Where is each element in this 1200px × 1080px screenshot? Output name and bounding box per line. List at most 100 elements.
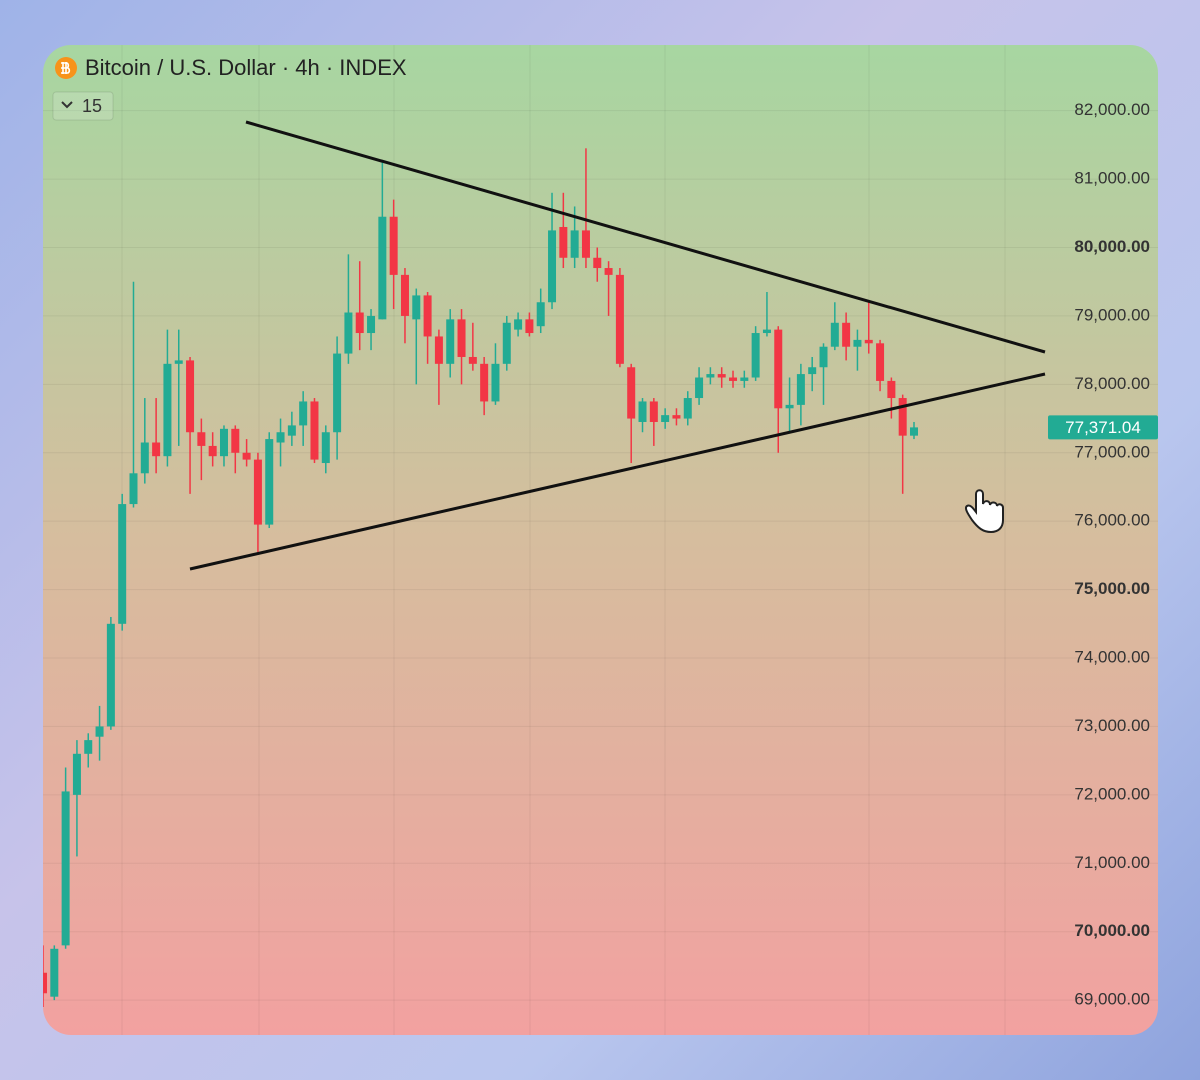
chart-title: Bitcoin / U.S. Dollar · 4h · INDEX xyxy=(85,55,407,80)
candle-body xyxy=(593,257,602,269)
upper-trendline xyxy=(245,120,1046,354)
candle-body xyxy=(446,319,455,364)
candle-body xyxy=(434,336,443,364)
indicator-count: 15 xyxy=(82,96,102,116)
candle-body xyxy=(468,356,477,364)
candle-body xyxy=(231,428,240,453)
candle-body xyxy=(287,425,296,436)
indicator-toggle[interactable] xyxy=(52,91,114,121)
candle-body xyxy=(333,353,342,433)
candle-body xyxy=(186,360,195,433)
candle-body xyxy=(152,442,161,457)
candle-body xyxy=(864,339,873,344)
y-tick-label: 70,000.00 xyxy=(1074,921,1150,940)
chevron xyxy=(61,101,73,109)
candle-body xyxy=(400,274,409,316)
candle-body xyxy=(106,623,115,727)
candle-body xyxy=(683,398,692,419)
card xyxy=(43,45,1158,1035)
candle-body xyxy=(378,216,387,320)
candle-body xyxy=(457,319,466,357)
candle-body xyxy=(751,333,760,378)
candle-body xyxy=(695,377,704,399)
candle-body xyxy=(672,415,681,419)
y-tick-label: 79,000.00 xyxy=(1074,305,1150,324)
candle-body xyxy=(242,452,251,460)
candle-body xyxy=(276,432,285,443)
candle-body xyxy=(491,363,500,402)
candle-body xyxy=(762,329,771,334)
last-price-label: 77,371.04 xyxy=(1065,418,1141,437)
candle-body xyxy=(174,360,183,364)
candle-body xyxy=(43,972,47,994)
candle-body xyxy=(310,401,319,460)
candle-body xyxy=(910,427,918,436)
y-tick-label: 72,000.00 xyxy=(1074,784,1150,803)
candle-body xyxy=(502,322,511,364)
candle-body xyxy=(367,315,376,334)
candle-body xyxy=(559,226,568,258)
y-tick-label: 78,000.00 xyxy=(1074,374,1150,393)
y-tick-label: 69,000.00 xyxy=(1074,990,1150,1009)
bitcoin-glyph xyxy=(61,62,71,74)
candle-body xyxy=(796,374,805,405)
candle-body xyxy=(853,339,862,347)
candle-body xyxy=(842,322,851,347)
candle-body xyxy=(72,753,81,795)
candle-body xyxy=(423,295,432,337)
candle-body xyxy=(706,374,715,378)
candle-body xyxy=(638,401,647,422)
candle-body xyxy=(253,459,262,525)
candle-body xyxy=(480,363,489,402)
last-price-box xyxy=(1048,415,1158,440)
candle-body xyxy=(412,295,421,320)
candle-body xyxy=(887,380,896,399)
candle-body xyxy=(774,329,783,409)
candle-body xyxy=(717,374,726,378)
y-tick-label: 75,000.00 xyxy=(1074,579,1150,598)
lower-trendline xyxy=(189,372,1046,571)
candle-body xyxy=(219,428,228,457)
y-tick-label: 80,000.00 xyxy=(1074,237,1150,256)
candle-body xyxy=(819,346,828,368)
candle-body xyxy=(321,432,330,464)
y-tick-label: 71,000.00 xyxy=(1074,853,1150,872)
candle-body xyxy=(50,948,59,997)
candle-body xyxy=(876,343,885,381)
candle-body xyxy=(604,268,613,275)
hand-cursor xyxy=(964,489,1004,534)
candle-body xyxy=(514,319,523,330)
candle-body xyxy=(627,367,636,419)
candle-body xyxy=(740,377,749,381)
y-tick-label: 76,000.00 xyxy=(1074,511,1150,530)
candle-body xyxy=(661,415,670,422)
candle-body xyxy=(581,230,590,258)
candle-body xyxy=(389,216,398,275)
candle-body xyxy=(265,439,274,525)
candle-body xyxy=(140,442,149,474)
candle-body xyxy=(548,230,557,303)
candle-body xyxy=(95,726,104,737)
y-tick-label: 73,000.00 xyxy=(1074,716,1150,735)
plot-area xyxy=(43,45,1158,1035)
candle-body xyxy=(355,312,364,334)
candle-body xyxy=(649,401,658,422)
candle-body xyxy=(615,274,624,364)
candle-body xyxy=(197,432,206,446)
candle-body xyxy=(299,401,308,426)
y-tick-label: 82,000.00 xyxy=(1074,100,1150,119)
y-tick-label: 74,000.00 xyxy=(1074,648,1150,667)
candle-body xyxy=(84,740,93,754)
candle-body xyxy=(808,367,817,375)
candle-body xyxy=(830,322,839,347)
candle-body xyxy=(570,230,579,258)
candle-body xyxy=(163,363,172,457)
candle-body xyxy=(129,473,138,505)
candle-body xyxy=(118,504,127,624)
candle-body xyxy=(208,445,217,457)
candle-body xyxy=(525,319,534,334)
candle-body xyxy=(898,398,907,436)
candle-body xyxy=(729,377,738,381)
y-tick-label: 77,000.00 xyxy=(1074,442,1150,461)
